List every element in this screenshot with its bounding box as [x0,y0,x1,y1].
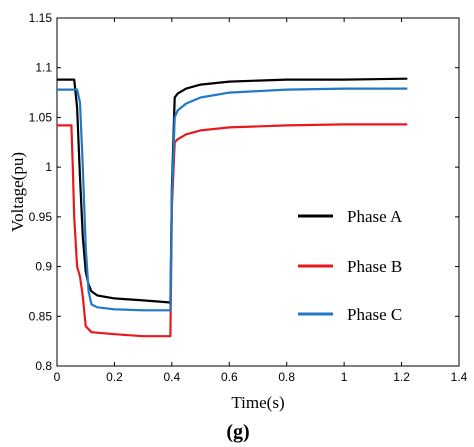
y-tick-label: 0.95 [29,210,53,224]
y-tick-label: 0.8 [35,359,52,373]
x-tick-label: 1.2 [393,370,410,384]
series-line-phase-c [57,87,408,312]
series-line-phase-a [57,77,408,305]
y-tick-label: 1.05 [29,110,53,124]
legend-label: Phase B [347,257,402,276]
y-axis-label: Voltage(pu) [8,152,27,232]
x-tick-label: 0.4 [164,370,181,384]
series-lines [57,77,408,338]
x-tick-label: 0.8 [278,370,295,384]
y-tick-label: 0.85 [29,309,53,323]
y-axis-ticks: 0.8 0.85 0.9 0.95 1 1.05 1.1 1.15 [29,11,459,373]
y-tick-label: 1.1 [35,61,52,75]
plot-frame [56,17,460,367]
x-tick-label: 0.2 [106,370,123,384]
legend: Phase A Phase B Phase C [298,207,403,324]
x-tick-label: 1 [341,370,348,384]
y-tick-label: 0.9 [35,260,52,274]
y-tick-label: 1.15 [29,11,53,25]
series-line-phase-b [57,123,408,338]
legend-label: Phase C [347,305,402,324]
figure-caption: (g) [226,421,249,443]
x-axis-label: Time(s) [231,393,284,412]
legend-label: Phase A [347,207,403,226]
x-axis-ticks: 0 0.2 0.4 0.6 0.8 1 1.2 1.4 [54,18,468,384]
y-tick-label: 1 [45,160,52,174]
x-tick-label: 1.4 [451,370,468,384]
x-tick-label: 0 [54,370,61,384]
x-tick-label: 0.6 [221,370,238,384]
